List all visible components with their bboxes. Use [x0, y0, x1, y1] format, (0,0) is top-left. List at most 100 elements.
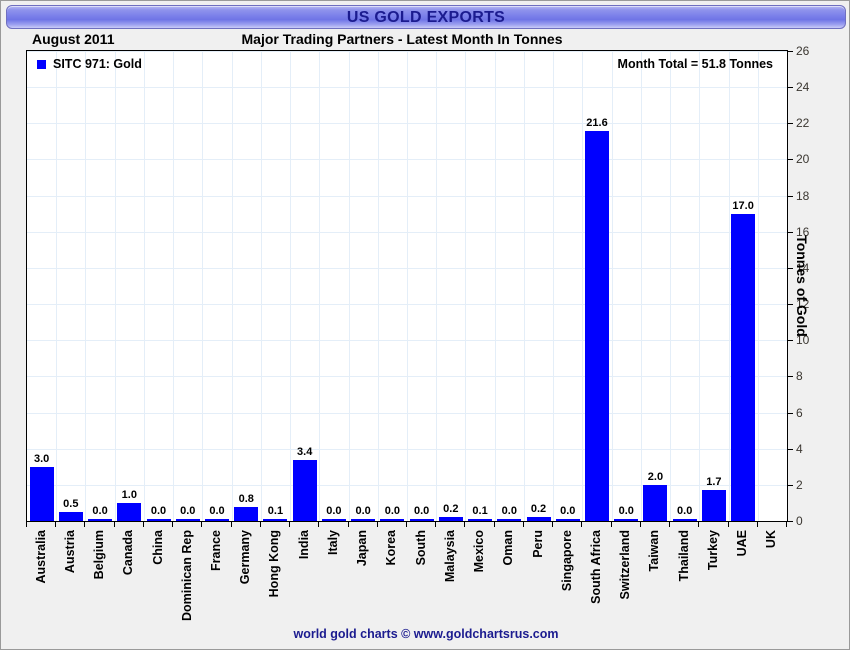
bar-column[interactable]: 0.0 [553, 51, 582, 521]
bar[interactable] [468, 519, 493, 521]
bar-column[interactable]: 1.0 [115, 51, 144, 521]
bar[interactable] [58, 511, 83, 521]
bar-column[interactable]: 0.0 [378, 51, 407, 521]
bar[interactable] [29, 466, 54, 521]
gridline-vertical [582, 51, 583, 521]
bar[interactable] [175, 519, 200, 521]
bar[interactable] [292, 459, 317, 521]
gridline-vertical [85, 51, 86, 521]
bar[interactable] [117, 502, 142, 521]
bar-column[interactable]: 0.0 [495, 51, 524, 521]
bar-value-label: 0.1 [472, 505, 488, 517]
bar-column[interactable]: 0.0 [407, 51, 436, 521]
bar-value-label: 2.0 [647, 470, 664, 483]
bar[interactable] [409, 519, 434, 521]
x-axis-tick-mark [318, 522, 319, 527]
bar-column[interactable]: 0.0 [319, 51, 348, 521]
gridline-vertical [729, 51, 730, 521]
bar[interactable] [672, 519, 697, 521]
x-axis-tick-label: Peru [530, 530, 545, 558]
bar[interactable] [584, 130, 609, 521]
bar[interactable] [351, 519, 376, 521]
bar-value-label: 0.0 [618, 505, 634, 517]
bar-column[interactable]: 21.6 [582, 51, 611, 521]
bar[interactable] [234, 506, 259, 521]
bar[interactable] [321, 519, 346, 521]
bar-value-label: 0.0 [501, 505, 517, 517]
bar[interactable] [438, 517, 463, 521]
y-axis-tick-mark [788, 412, 793, 414]
x-axis-tick-label: Mexico [472, 530, 487, 573]
bar-column[interactable]: 0.0 [85, 51, 114, 521]
x-axis-tick-mark [640, 522, 641, 527]
x-axis-tick-mark [84, 522, 85, 527]
bar[interactable] [146, 519, 171, 521]
bar-value-label: 0.0 [209, 505, 225, 517]
bar-value-label: 0.2 [443, 503, 459, 516]
bar-column[interactable]: 0.0 [670, 51, 699, 521]
x-axis-label-slot: Italy [318, 530, 347, 622]
bar-column[interactable]: 0.0 [173, 51, 202, 521]
x-axis-label-slot: Australia [26, 530, 55, 622]
bar-column[interactable]: 0.5 [56, 51, 85, 521]
x-axis-label-slot: Dominican Rep [172, 530, 201, 622]
y-axis-title: Tonnes of Gold [794, 235, 810, 337]
y-axis-tick-mark [788, 340, 793, 342]
x-axis-tick-mark [435, 522, 436, 527]
bar-column[interactable]: 3.0 [27, 51, 56, 521]
x-axis-label-slot: UK [757, 530, 786, 622]
bar-column[interactable]: 0.1 [465, 51, 494, 521]
bar-column[interactable]: 3.4 [290, 51, 319, 521]
bar-column[interactable]: 17.0 [729, 51, 758, 521]
x-axis-label-slot: Taiwan [640, 530, 669, 622]
y-axis-tick-label: 4 [796, 441, 803, 456]
x-axis-label-slot: Oman [494, 530, 523, 622]
x-axis-tick-label: Austria [62, 530, 77, 574]
bar[interactable] [380, 519, 405, 521]
bar-column[interactable]: 0.2 [436, 51, 465, 521]
bar-column[interactable] [758, 51, 787, 521]
y-axis-tick: 20 [788, 152, 822, 166]
x-axis-tick-label: Taiwan [647, 530, 662, 572]
bar[interactable] [204, 519, 229, 521]
y-axis-tick-label: 14 [796, 260, 810, 275]
x-axis-tick-label: UK [764, 530, 779, 549]
x-axis-tick-mark [201, 522, 202, 527]
y-axis-tick-label: 16 [796, 224, 810, 239]
bar-column[interactable]: 0.8 [232, 51, 261, 521]
bar[interactable] [88, 519, 113, 521]
gridline-vertical [173, 51, 174, 521]
bar-column[interactable]: 2.0 [641, 51, 670, 521]
gridline-vertical [202, 51, 203, 521]
y-axis-tick: 8 [788, 369, 822, 383]
bar[interactable] [263, 519, 288, 521]
bar-column[interactable]: 0.0 [202, 51, 231, 521]
bar-column[interactable]: 0.0 [349, 51, 378, 521]
bar[interactable] [643, 484, 668, 521]
bar-column[interactable]: 1.7 [699, 51, 728, 521]
window-title-bar: US GOLD EXPORTS [6, 5, 846, 29]
x-axis-label-slot: Malaysia [435, 530, 464, 622]
bar-column[interactable]: 0.1 [261, 51, 290, 521]
x-axis-label-slot: Singapore [552, 530, 581, 622]
bar[interactable] [555, 519, 580, 521]
x-axis-label-slot: France [201, 530, 230, 622]
gridline-vertical [261, 51, 262, 521]
bar-column[interactable]: 0.0 [612, 51, 641, 521]
bar-value-label: 1.7 [706, 476, 722, 489]
gridline-vertical [349, 51, 350, 521]
y-axis-tick-label: 8 [796, 369, 803, 384]
x-axis-label-slot: Turkey [698, 530, 727, 622]
bar[interactable] [701, 490, 726, 521]
bar-column[interactable]: 0.2 [524, 51, 553, 521]
bar[interactable] [526, 517, 551, 521]
bar[interactable] [614, 519, 639, 521]
gridline-vertical [758, 51, 759, 521]
bar-column[interactable]: 0.0 [144, 51, 173, 521]
bar[interactable] [497, 519, 522, 521]
bar[interactable] [731, 213, 756, 521]
y-axis-tick-mark [788, 484, 793, 486]
y-axis-tick-mark [788, 521, 793, 522]
period-label: August 2011 [32, 31, 115, 47]
